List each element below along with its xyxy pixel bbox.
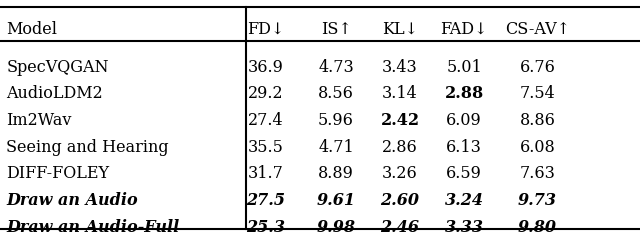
Text: FAD↓: FAD↓ [440, 21, 488, 38]
Text: 9.61: 9.61 [317, 192, 355, 209]
Text: 8.56: 8.56 [318, 85, 354, 102]
Text: 36.9: 36.9 [248, 59, 284, 76]
Text: 5.96: 5.96 [318, 112, 354, 129]
Text: 6.09: 6.09 [446, 112, 482, 129]
Text: AudioLDM2: AudioLDM2 [6, 85, 103, 102]
Text: 25.3: 25.3 [246, 219, 285, 236]
Text: 2.46: 2.46 [381, 219, 419, 236]
Text: 3.14: 3.14 [382, 85, 418, 102]
Text: 3.24: 3.24 [445, 192, 483, 209]
Text: 4.71: 4.71 [318, 139, 354, 156]
Text: 2.88: 2.88 [444, 85, 484, 102]
Text: 7.63: 7.63 [520, 165, 556, 182]
Text: Im2Wav: Im2Wav [6, 112, 72, 129]
Text: 2.42: 2.42 [380, 112, 420, 129]
Text: KL↓: KL↓ [382, 21, 418, 38]
Text: 6.59: 6.59 [446, 165, 482, 182]
Text: 27.4: 27.4 [248, 112, 284, 129]
Text: 9.73: 9.73 [518, 192, 557, 209]
Text: Seeing and Hearing: Seeing and Hearing [6, 139, 169, 156]
Text: 9.98: 9.98 [317, 219, 355, 236]
Text: SpecVQGAN: SpecVQGAN [6, 59, 109, 76]
Text: 2.86: 2.86 [382, 139, 418, 156]
Text: Draw an Audio-Full: Draw an Audio-Full [6, 219, 180, 236]
Text: FD↓: FD↓ [247, 21, 284, 38]
Text: 9.80: 9.80 [518, 219, 557, 236]
Text: Model: Model [6, 21, 58, 38]
Text: 3.33: 3.33 [445, 219, 483, 236]
Text: 29.2: 29.2 [248, 85, 284, 102]
Text: 5.01: 5.01 [446, 59, 482, 76]
Text: Draw an Audio: Draw an Audio [6, 192, 138, 209]
Text: 6.08: 6.08 [520, 139, 556, 156]
Text: 7.54: 7.54 [520, 85, 556, 102]
Text: 6.13: 6.13 [446, 139, 482, 156]
Text: 3.43: 3.43 [382, 59, 418, 76]
Text: 35.5: 35.5 [248, 139, 284, 156]
Text: DIFF-FOLEY: DIFF-FOLEY [6, 165, 109, 182]
Text: CS-AV↑: CS-AV↑ [505, 21, 570, 38]
Text: 6.76: 6.76 [520, 59, 556, 76]
Text: 2.60: 2.60 [381, 192, 419, 209]
Text: 4.73: 4.73 [318, 59, 354, 76]
Text: 31.7: 31.7 [248, 165, 284, 182]
Text: 8.89: 8.89 [318, 165, 354, 182]
Text: 27.5: 27.5 [246, 192, 285, 209]
Text: IS↑: IS↑ [321, 21, 351, 38]
Text: 3.26: 3.26 [382, 165, 418, 182]
Text: 8.86: 8.86 [520, 112, 556, 129]
